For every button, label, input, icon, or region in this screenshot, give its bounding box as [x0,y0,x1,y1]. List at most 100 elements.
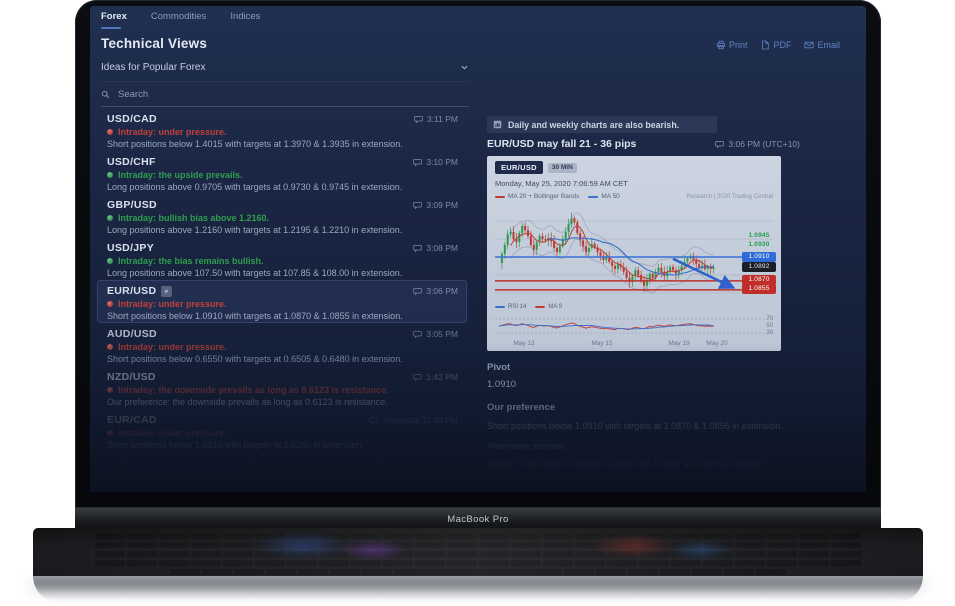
pair-title: EUR/USD [107,285,173,297]
pair-title: USD/CHF [107,156,156,168]
symbol-badge: EUR/USD [495,161,543,174]
list-item-usdjpy[interactable]: USD/JPY 3:08 PM Intraday: the bias remai… [97,237,467,280]
list-item-usdchf[interactable]: USD/CHF 3:10 PM Intraday: the upside pre… [97,151,467,194]
macbook-hinge: MacBook Pro [75,508,881,530]
keyboard-key [319,540,349,548]
keyboard-key [799,558,829,566]
keyboard-key [95,549,125,557]
bearish-dot-icon [107,129,113,135]
keyboard-key [415,558,445,566]
keyboard-key [511,540,541,548]
keyboard-key [159,549,189,557]
comment-icon [413,158,422,167]
rsi-legend-swatch [495,306,505,308]
sentiment-status: Intraday: the upside prevails. [107,170,458,180]
keyboard-key [287,540,317,548]
keyboard-key [95,558,125,566]
keyboard-key [479,531,509,539]
keyboard-key [255,531,285,539]
idea-summary: Short positions below 1.5310 with target… [107,440,365,450]
bullish-dot-icon [107,172,113,178]
keyboard-key [319,549,349,557]
comment-icon [414,115,423,124]
search-input[interactable] [116,88,440,101]
keyboard-key [767,558,797,566]
keyboard-key [287,558,317,566]
keyboard-key [479,540,509,548]
keyboard-key [639,558,669,566]
macbook-pro-label: MacBook Pro [447,513,509,525]
keyboard-key [692,567,722,575]
ideas-filter-dropdown[interactable]: Ideas for Popular Forex [101,62,469,82]
sentiment-status: Intraday: bullish bias above 1.2160. [107,213,458,223]
keyboard-key [191,558,221,566]
keyboard-key [831,549,861,557]
keyboard-key [127,540,157,548]
list-item-audusd[interactable]: AUD/USD 3:05 PM Intraday: under pressure… [97,323,467,366]
bullish-dot-icon [107,258,113,264]
idea-summary: Long positions above 1.2160 with targets… [107,225,403,235]
keyboard-key [447,549,477,557]
tab-label: Commodities [150,11,207,22]
envelope-icon [804,40,814,50]
keyboard-key [607,558,637,566]
keyboard-key [671,531,701,539]
keyboard-key [351,549,381,557]
keyboard-key [191,549,221,557]
pair-title: USD/CAD [107,113,157,125]
pair-title: NZD/USD [107,371,156,383]
chart-bars-icon [493,120,502,129]
pair-title: GBP/USD [107,199,157,211]
keyboard-key [319,558,349,566]
keyboard-key [799,531,829,539]
pdf-button[interactable]: PDF [760,40,791,50]
tab-forex[interactable]: Forex [101,11,127,29]
list-item-nzdusd[interactable]: NZD/USD 1:42 PM Intraday: the downside p… [97,366,467,409]
interval-badge: 30 MIN [547,162,577,173]
list-item-usdcad[interactable]: USD/CAD 3:11 PM Intraday: under pressure… [97,108,467,151]
list-item-eurusd-selected[interactable]: EUR/USD 3:06 PM Intraday: under pressure… [97,280,467,323]
keyboard-key [628,567,658,575]
sentiment-status: Intraday: under pressure. [107,127,458,137]
keyboard-key [415,549,445,557]
tab-commodities[interactable]: Commodities [151,11,206,29]
lower-indicator-legend: RSI 14 MA 9 [495,304,562,310]
comment-icon [369,416,378,425]
keyboard-key [575,540,605,548]
keyboard-key [703,531,733,539]
keyboard-key [543,531,573,539]
pair-title: AUD/USD [107,328,157,340]
keyboard-key [543,558,573,566]
sentiment-status: Intraday: the downside prevails as long … [107,385,458,395]
keyboard-key [511,549,541,557]
ma50-legend-swatch [588,195,599,198]
chevron-down-icon [460,63,469,72]
tab-indices[interactable]: Indices [230,11,260,29]
list-item-gbpusd[interactable]: GBP/USD 3:09 PM Intraday: bullish bias a… [97,194,467,237]
related-insight-banner: Daily and weekly charts are also bearish… [487,116,717,133]
list-item-eurcad[interactable]: EUR/CAD Yesterday 11:40 PM Intraday: und… [97,409,467,452]
macbook-screen-bezel: Forex Commodities Indices Technical View… [75,0,881,508]
keyboard-key [127,558,157,566]
technical-views-app: Forex Commodities Indices Technical View… [90,6,866,492]
keyboard-key [735,540,765,548]
open-article-badge [161,285,173,297]
ideas-list: USD/CAD 3:11 PM Intraday: under pressure… [97,108,467,452]
keyboard-key [799,549,829,557]
article-panel: Daily and weekly charts are also bearish… [487,116,800,469]
keyboard-key [223,549,253,557]
keyboard-key [767,549,797,557]
chart-watermark: Research | 2020 Trading Central [686,193,773,200]
email-button[interactable]: Email [804,40,840,50]
keyboard-key [575,558,605,566]
active-tab-underline [101,27,121,29]
idea-timestamp: 3:06 PM [413,286,458,296]
article-title: EUR/USD may fall 21 - 36 pips [487,138,637,150]
price-chart-card: EUR/USD 30 MIN Monday, May 25, 2020 7:06… [487,156,781,351]
idea-timestamp: 3:09 PM [413,200,458,210]
print-button[interactable]: Print [716,40,747,50]
keyboard-key [735,549,765,557]
article-timestamp: 3:06 PM (UTC+10) [715,139,800,149]
pivot-value: 1.0910 [487,379,517,390]
chart-badges: EUR/USD 30 MIN [495,161,577,174]
